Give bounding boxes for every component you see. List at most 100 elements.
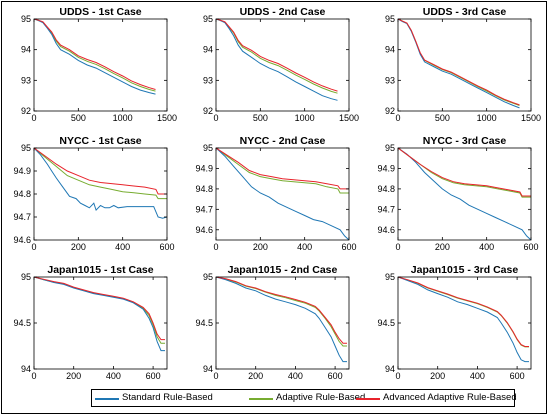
chart-title: UDDS - 2nd Case: [240, 6, 326, 18]
chart-panel-5: NYCC - 2nd Case 0 200 400 600 94.6 94.7 94.8 94.…: [195, 135, 356, 252]
series-line-standard: [34, 148, 167, 219]
y-tick-label: 94.6: [195, 225, 213, 235]
series-line-adaptive: [216, 19, 338, 94]
x-tick-label: 200: [435, 242, 450, 252]
y-tick-label: 95: [385, 14, 395, 24]
series-line-standard: [216, 19, 338, 101]
series-line-adaptive: [398, 148, 531, 198]
series-line-advanced: [398, 277, 529, 347]
y-tick-label: 94: [385, 45, 395, 55]
y-tick-label: 94: [385, 364, 395, 374]
x-tick-label: 400: [297, 242, 312, 252]
chart-title: Japan1015 - 2nd Case: [228, 264, 338, 276]
axes-box: [397, 147, 532, 241]
chart-panel-2: UDDS - 2nd Case 0 500 1000 1500 92 93 94 95: [203, 6, 359, 123]
x-tick-label: 200: [66, 371, 81, 381]
chart-title: NYCC - 2nd Case: [240, 135, 326, 147]
y-tick-label: 95: [21, 272, 31, 282]
x-tick-label: 500: [253, 113, 268, 123]
x-tick-label: 600: [159, 242, 174, 252]
series-line-advanced: [34, 148, 167, 195]
y-tick-label: 94.7: [13, 212, 31, 222]
y-tick-label: 95: [385, 272, 395, 282]
y-tick-label: 94.6: [377, 225, 395, 235]
x-tick-label: 1500: [521, 113, 541, 123]
y-tick-label: 93: [21, 75, 31, 85]
y-tick-label: 94.7: [377, 204, 395, 214]
x-tick-label: 1000: [295, 113, 315, 123]
x-tick-label: 400: [288, 371, 303, 381]
x-tick-label: 0: [213, 371, 218, 381]
axes-box: [215, 18, 350, 112]
y-tick-label: 94.5: [195, 318, 213, 328]
x-tick-label: 0: [31, 113, 36, 123]
series-line-adaptive: [216, 277, 347, 347]
x-tick-label: 0: [213, 242, 218, 252]
x-tick-label: 400: [106, 371, 121, 381]
x-tick-label: 1000: [113, 113, 133, 123]
legend-label-advanced: Advanced Adaptive Rule-Based: [383, 392, 517, 403]
chart-title: UDDS - 3rd Case: [423, 6, 507, 18]
x-tick-label: 500: [435, 113, 450, 123]
axes-box: [397, 18, 532, 112]
y-tick-label: 94.9: [377, 163, 395, 173]
chart-panel-3: UDDS - 3rd Case 0 500 1000 1500 92 93 94 95: [385, 6, 541, 123]
y-tick-label: 94: [21, 45, 31, 55]
x-tick-label: 1500: [157, 113, 177, 123]
y-tick-label: 94: [203, 364, 213, 374]
y-tick-label: 94.9: [195, 163, 213, 173]
chart-panel-9: Japan1015 - 3rd Case 0 200 400 600 94 94.5 95: [377, 264, 532, 381]
series-line-adaptive: [34, 148, 167, 200]
chart-panel-8: Japan1015 - 2nd Case 0 200 400 600 94 94.5 95: [195, 264, 350, 381]
y-tick-label: 94.5: [13, 318, 31, 328]
chart-panel-4: NYCC - 1st Case 0 200 400 600 94.6 94.7 94.8 94.…: [13, 135, 174, 252]
x-tick-label: 400: [470, 371, 485, 381]
y-tick-label: 94: [203, 45, 213, 55]
axes-box: [33, 18, 168, 112]
y-tick-label: 92: [21, 106, 31, 116]
x-tick-label: 400: [479, 242, 494, 252]
series-line-advanced: [398, 19, 520, 106]
legend-label-adaptive: Adaptive Rule-Based: [276, 392, 366, 403]
legend-swatch-adaptive: [249, 398, 273, 400]
x-tick-label: 200: [253, 242, 268, 252]
legend-label-standard: Standard Rule-Based: [122, 392, 213, 403]
y-tick-label: 94.8: [377, 184, 395, 194]
axes-box: [33, 276, 168, 370]
y-tick-label: 93: [203, 75, 213, 85]
series-line-standard: [34, 19, 156, 95]
x-tick-label: 600: [523, 242, 538, 252]
y-tick-label: 94.8: [13, 189, 31, 199]
legend: Standard Rule-Based Adaptive Rule-Based …: [91, 389, 517, 407]
x-tick-label: 600: [510, 371, 525, 381]
chart-title: Japan1015 - 1st Case: [47, 264, 153, 276]
x-tick-label: 200: [248, 371, 263, 381]
series-line-standard: [398, 277, 529, 363]
y-tick-label: 94.7: [195, 204, 213, 214]
chart-title: UDDS - 1st Case: [59, 6, 141, 18]
x-tick-label: 0: [31, 371, 36, 381]
x-tick-label: 400: [115, 242, 130, 252]
y-tick-label: 94.9: [13, 166, 31, 176]
series-line-advanced: [34, 277, 165, 341]
chart-title: Japan1015 - 3rd Case: [411, 264, 519, 276]
x-tick-label: 600: [146, 371, 161, 381]
y-tick-label: 95: [203, 14, 213, 24]
y-tick-label: 95: [21, 14, 31, 24]
series-line-advanced: [398, 148, 531, 197]
y-tick-label: 94.8: [195, 184, 213, 194]
legend-swatch-advanced: [356, 398, 380, 400]
series-line-advanced: [216, 148, 349, 190]
chart-panel-6: NYCC - 3rd Case 0 200 400 600 94.6 94.7 94.8 94.…: [377, 135, 538, 252]
y-tick-label: 95: [21, 143, 31, 153]
y-tick-label: 92: [385, 106, 395, 116]
series-line-advanced: [216, 19, 338, 92]
y-tick-label: 95: [385, 143, 395, 153]
chart-panel-7: Japan1015 - 1st Case 0 200 400 600 94 94.5 95: [13, 264, 168, 381]
x-tick-label: 1000: [477, 113, 497, 123]
series-line-adaptive: [398, 19, 520, 106]
x-tick-label: 600: [341, 242, 356, 252]
axes-box: [397, 276, 532, 370]
